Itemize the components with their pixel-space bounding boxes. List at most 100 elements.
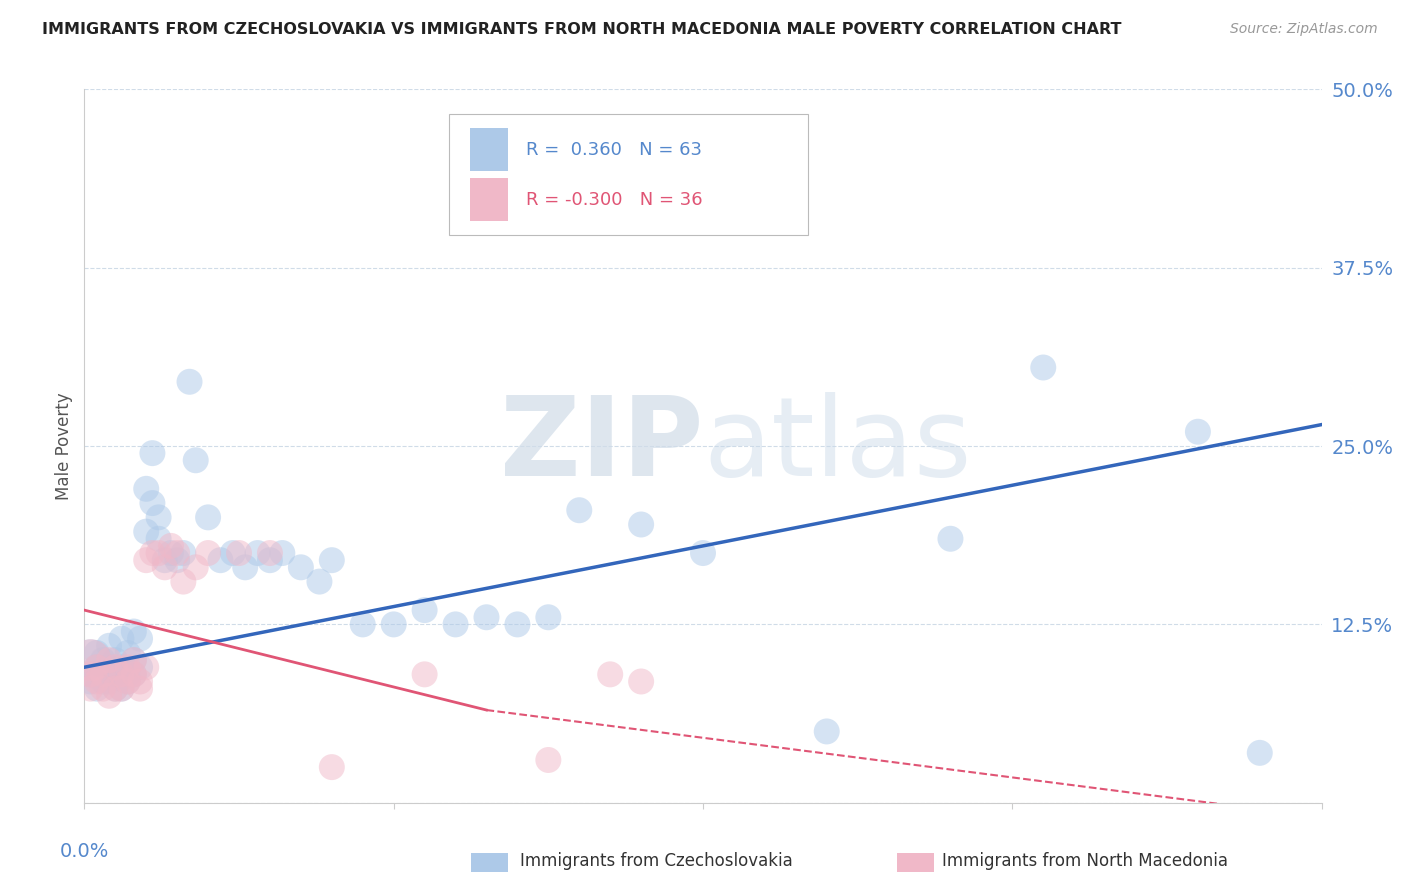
Point (197, 510, 219, 524)
Point (148, 510, 170, 524)
Point (98, 674, 121, 689)
Point (815, 724, 838, 739)
Point (129, 674, 152, 689)
Y-axis label: Male Poverty: Male Poverty (55, 392, 73, 500)
Point (129, 632, 152, 646)
Point (1032, 360, 1054, 375)
Point (91, 653, 114, 667)
Point (630, 517, 652, 532)
Point (413, 603, 436, 617)
Point (122, 667, 145, 681)
Point (308, 574, 330, 589)
Point (91, 681, 114, 696)
Point (475, 610, 498, 624)
Point (321, 760, 343, 774)
Point (91, 667, 114, 681)
Point (86, 674, 108, 689)
Point (259, 553, 281, 567)
Point (599, 667, 621, 681)
Point (321, 553, 343, 567)
Point (184, 560, 207, 574)
Text: Source: ZipAtlas.com: Source: ZipAtlas.com (1230, 22, 1378, 37)
Point (79, 681, 101, 696)
Point (98, 660, 121, 674)
Point (117, 667, 139, 681)
Point (86, 660, 108, 674)
Text: ZIP: ZIP (499, 392, 703, 500)
Point (692, 546, 714, 560)
Point (117, 674, 139, 689)
FancyBboxPatch shape (450, 114, 808, 235)
Point (98, 689, 121, 703)
Point (1187, 425, 1209, 439)
Point (117, 660, 139, 674)
Point (537, 610, 560, 624)
Point (110, 681, 132, 696)
Text: IMMIGRANTS FROM CZECHOSLOVAKIA VS IMMIGRANTS FROM NORTH MACEDONIA MALE POVERTY C: IMMIGRANTS FROM CZECHOSLOVAKIA VS IMMIGR… (42, 22, 1122, 37)
Text: Immigrants from Czechoslovakia: Immigrants from Czechoslovakia (520, 852, 793, 870)
Point (129, 681, 152, 696)
Point (104, 681, 127, 696)
Point (129, 660, 152, 674)
Point (117, 646, 139, 660)
Point (246, 546, 269, 560)
Point (233, 560, 256, 574)
Point (153, 553, 176, 567)
Point (290, 560, 312, 574)
Text: R =  0.360   N = 63: R = 0.360 N = 63 (526, 141, 702, 159)
Point (135, 524, 157, 539)
Point (444, 617, 467, 632)
Point (141, 546, 163, 560)
Point (184, 453, 207, 467)
Point (135, 482, 157, 496)
Point (86, 660, 108, 674)
Point (122, 624, 145, 639)
Point (122, 653, 145, 667)
Point (228, 546, 250, 560)
Point (141, 496, 163, 510)
Point (91, 674, 114, 689)
Point (209, 553, 232, 567)
Point (352, 617, 374, 632)
Point (104, 681, 127, 696)
FancyBboxPatch shape (471, 128, 508, 171)
FancyBboxPatch shape (471, 178, 508, 221)
Point (172, 574, 194, 589)
Point (79, 667, 101, 681)
Point (104, 653, 127, 667)
Point (79, 653, 101, 667)
Point (1249, 746, 1271, 760)
Point (568, 503, 591, 517)
Point (86, 681, 108, 696)
Text: 0.0%: 0.0% (59, 842, 110, 861)
Point (79, 653, 101, 667)
Point (135, 553, 157, 567)
Point (413, 667, 436, 681)
Point (506, 617, 529, 632)
Point (271, 546, 294, 560)
Point (537, 753, 560, 767)
Point (117, 674, 139, 689)
Point (104, 667, 127, 681)
Point (259, 546, 281, 560)
Point (91, 667, 114, 681)
Point (939, 532, 962, 546)
Text: atlas: atlas (703, 392, 972, 500)
Point (222, 546, 245, 560)
Point (135, 660, 157, 674)
Point (630, 674, 652, 689)
Point (179, 375, 201, 389)
Point (166, 546, 188, 560)
Point (104, 660, 127, 674)
Point (98, 639, 121, 653)
Point (79, 667, 101, 681)
Point (148, 546, 170, 560)
Point (141, 446, 163, 460)
Point (153, 560, 176, 574)
Point (382, 617, 405, 632)
Point (122, 653, 145, 667)
Point (160, 546, 183, 560)
Point (122, 667, 145, 681)
Point (197, 546, 219, 560)
Point (98, 653, 121, 667)
